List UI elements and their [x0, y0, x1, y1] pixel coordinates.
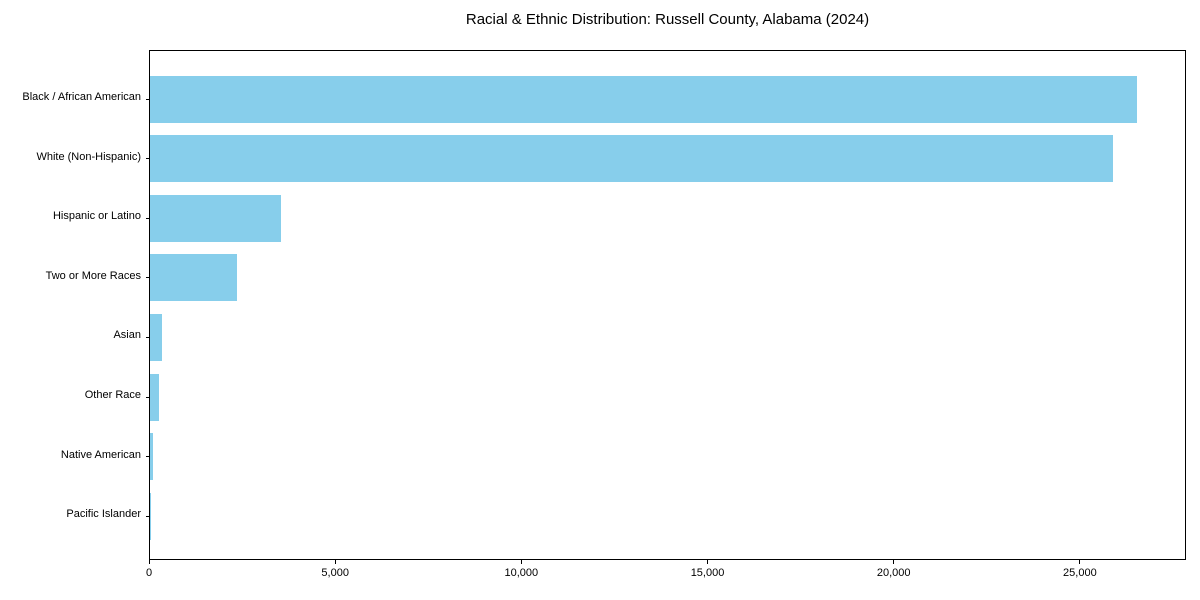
y-tick-label: Pacific Islander — [66, 508, 141, 521]
bar-asian — [150, 313, 162, 361]
y-tick-mark — [146, 158, 150, 160]
x-tick-label: 5,000 — [321, 567, 349, 579]
bar-pacific-islander — [150, 492, 151, 540]
x-tick-mark — [334, 560, 336, 564]
y-tick-mark — [146, 396, 150, 398]
y-tick-mark — [146, 336, 150, 338]
y-tick-mark — [146, 217, 150, 219]
plot-area — [146, 50, 1186, 560]
y-tick-mark — [146, 98, 150, 100]
x-tick-label: 0 — [145, 567, 153, 579]
bar-other-race — [150, 373, 159, 421]
x-tick-mark — [1079, 560, 1081, 564]
x-tick-label: 10,000 — [504, 567, 539, 579]
y-tick-label: Native American — [60, 448, 141, 461]
y-tick-label: Two or More Races — [45, 269, 141, 282]
x-tick-mark — [520, 560, 522, 564]
x-tick-label: 25,000 — [1063, 567, 1097, 579]
y-tick-mark — [146, 277, 150, 279]
y-tick-label: Asian — [113, 329, 141, 342]
bar-two-or-more-races — [150, 254, 237, 302]
x-tick-label: 20,000 — [876, 567, 911, 579]
y-tick-label: White (Non-Hispanic) — [36, 150, 141, 163]
chart-title: Racial & Ethnic Distribution: Russell Co… — [465, 11, 870, 28]
x-tick-label: 15,000 — [690, 567, 725, 579]
y-tick-label: Other Race — [84, 389, 141, 401]
bar-native-american — [150, 433, 154, 481]
bar-white-non-hispanic — [150, 135, 1113, 183]
y-tick-mark — [146, 515, 150, 517]
x-tick-mark — [148, 560, 150, 564]
bar-black-african-american — [150, 75, 1137, 123]
y-tick-mark — [146, 456, 150, 458]
y-tick-label: Black / African American — [22, 91, 141, 103]
y-tick-label: Hispanic or Latino — [52, 210, 141, 223]
x-tick-mark — [707, 560, 709, 564]
x-tick-mark — [893, 560, 895, 564]
bar-hispanic-or-latino — [150, 194, 282, 242]
